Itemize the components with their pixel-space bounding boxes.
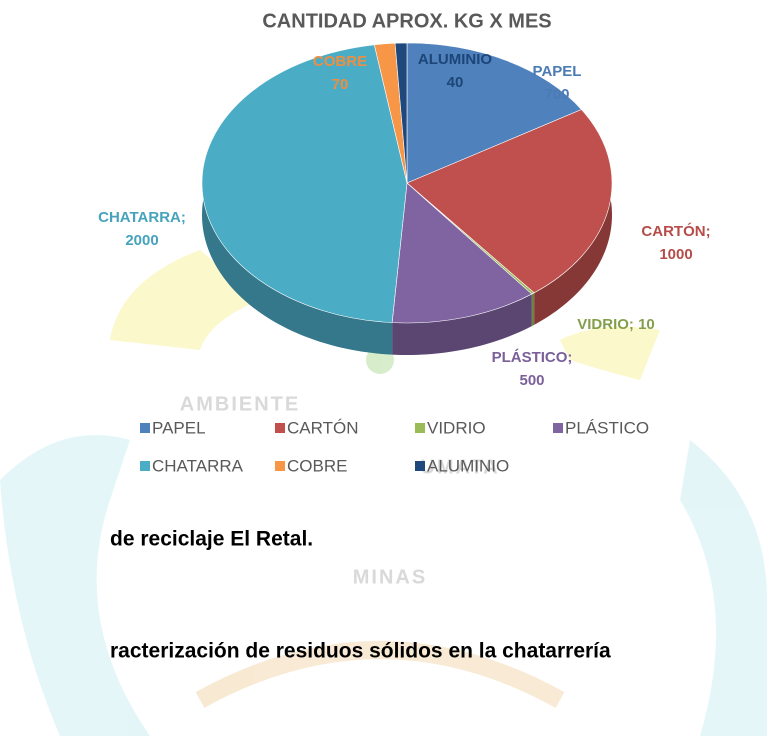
data-label: CHATARRA; <box>98 209 186 226</box>
data-label: 2000 <box>125 232 158 249</box>
data-label: 500 <box>519 372 544 389</box>
slice <box>406 109 613 294</box>
legend-label: COBRE <box>287 456 347 475</box>
slice-side <box>392 294 532 355</box>
slice <box>406 42 582 184</box>
slice-side <box>534 109 612 325</box>
data-label: ALUMINIO <box>418 51 492 68</box>
legend-label: CHATARRA <box>152 456 244 475</box>
slice <box>394 42 408 184</box>
legend-swatch <box>140 461 150 471</box>
slice <box>391 182 533 324</box>
slice-side <box>531 292 535 327</box>
data-label: 700 <box>544 86 569 103</box>
legend-label: CARTÓN <box>287 418 358 437</box>
body-text: de reciclaje El Retal. <box>110 528 313 551</box>
data-label: COBRE <box>313 53 367 70</box>
legend-label: PLÁSTICO <box>565 418 649 437</box>
data-label: PLÁSTICO; <box>492 349 573 366</box>
watermark-text: AMBIENTE <box>180 393 300 415</box>
legend-swatch <box>415 423 425 433</box>
watermark-text: UMATA <box>420 456 499 478</box>
data-label: PAPEL <box>533 63 582 80</box>
data-label: VIDRIO; 10 <box>577 316 655 333</box>
slice <box>201 44 408 323</box>
legend-label: PAPEL <box>152 418 206 437</box>
watermark-text: MINAS <box>353 566 427 588</box>
legend-swatch <box>140 423 150 433</box>
body-text: racterización de residuos sólidos en la … <box>110 640 611 663</box>
legend-label: VIDRIO <box>427 418 486 437</box>
legend-swatch <box>275 461 285 471</box>
data-label: CARTÓN; <box>641 222 710 240</box>
legend-swatch <box>275 423 285 433</box>
data-label: 40 <box>447 74 464 91</box>
data-label: 1000 <box>659 246 692 263</box>
legend-label: ALUMINIO <box>427 456 509 475</box>
data-label: 70 <box>332 76 349 93</box>
legend-swatch <box>553 423 563 433</box>
chart-title: CANTIDAD APROX. KG X MES <box>262 10 551 32</box>
legend-swatch <box>415 461 425 471</box>
